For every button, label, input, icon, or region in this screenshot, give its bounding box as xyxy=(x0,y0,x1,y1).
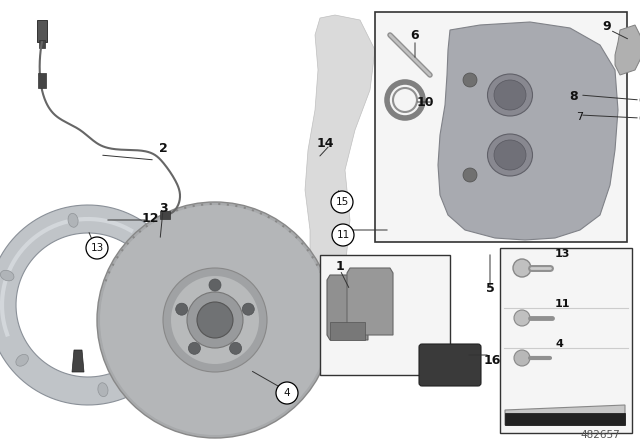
Polygon shape xyxy=(347,268,393,335)
Ellipse shape xyxy=(488,74,532,116)
Text: 11: 11 xyxy=(337,230,349,240)
Ellipse shape xyxy=(16,354,28,366)
Bar xyxy=(505,413,625,425)
Circle shape xyxy=(100,205,330,435)
Polygon shape xyxy=(327,275,368,340)
Circle shape xyxy=(513,259,531,277)
Polygon shape xyxy=(295,15,375,370)
Circle shape xyxy=(209,279,221,291)
Text: 10: 10 xyxy=(416,95,434,108)
Polygon shape xyxy=(615,25,640,75)
Bar xyxy=(37,20,47,42)
Ellipse shape xyxy=(494,140,526,170)
Text: 15: 15 xyxy=(335,197,349,207)
Circle shape xyxy=(163,268,267,372)
Circle shape xyxy=(463,73,477,87)
Ellipse shape xyxy=(488,134,532,176)
Text: 9: 9 xyxy=(603,20,611,33)
Ellipse shape xyxy=(494,80,526,110)
Text: 14: 14 xyxy=(316,137,333,150)
Ellipse shape xyxy=(68,213,78,227)
Polygon shape xyxy=(505,405,625,425)
Circle shape xyxy=(86,237,108,259)
Circle shape xyxy=(188,342,200,354)
Ellipse shape xyxy=(1,270,14,281)
Circle shape xyxy=(197,302,233,338)
Circle shape xyxy=(276,382,298,404)
Circle shape xyxy=(332,224,354,246)
Text: 4: 4 xyxy=(555,339,563,349)
FancyBboxPatch shape xyxy=(419,344,481,386)
Circle shape xyxy=(97,202,333,438)
Bar xyxy=(375,12,627,242)
Polygon shape xyxy=(0,205,175,405)
Circle shape xyxy=(230,342,241,354)
Text: 4: 4 xyxy=(284,388,291,398)
Text: 2: 2 xyxy=(159,142,168,155)
Circle shape xyxy=(514,310,530,326)
Text: 13: 13 xyxy=(90,243,104,253)
Bar xyxy=(39,40,45,48)
Polygon shape xyxy=(438,22,618,240)
Bar xyxy=(160,211,170,219)
Polygon shape xyxy=(72,350,84,372)
Text: 16: 16 xyxy=(483,353,500,366)
Text: 12: 12 xyxy=(141,211,159,224)
Text: 7: 7 xyxy=(577,112,584,122)
Text: 13: 13 xyxy=(555,249,570,259)
Bar xyxy=(500,248,632,433)
Circle shape xyxy=(243,303,254,315)
Circle shape xyxy=(176,303,188,315)
Bar xyxy=(320,255,450,375)
Circle shape xyxy=(187,292,243,348)
Text: 1: 1 xyxy=(335,260,344,273)
Text: 3: 3 xyxy=(159,202,167,215)
Bar xyxy=(330,322,365,340)
Circle shape xyxy=(463,168,477,182)
Text: 482657: 482657 xyxy=(580,430,620,440)
Circle shape xyxy=(171,276,259,364)
Ellipse shape xyxy=(98,383,108,396)
Text: 5: 5 xyxy=(486,281,494,294)
Circle shape xyxy=(331,191,353,213)
Text: 8: 8 xyxy=(570,90,579,103)
Bar xyxy=(38,73,46,88)
Circle shape xyxy=(514,350,530,366)
Text: 6: 6 xyxy=(411,29,419,42)
Text: 11: 11 xyxy=(555,299,570,309)
